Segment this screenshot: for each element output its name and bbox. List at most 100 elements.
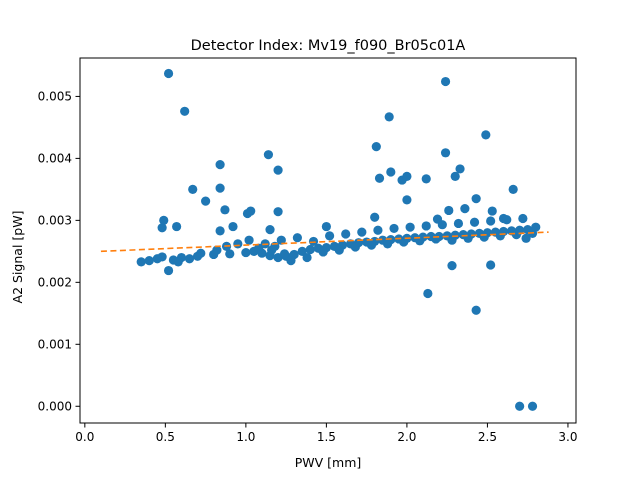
data-point: [431, 234, 441, 244]
data-point: [486, 216, 496, 226]
data-point: [276, 235, 286, 245]
data-point: [184, 254, 195, 264]
data-point: [370, 212, 380, 222]
data-point: [423, 288, 433, 299]
data-point: [447, 235, 457, 245]
y-tick-label: 0.005: [38, 90, 72, 104]
data-point: [386, 167, 396, 177]
data-point: [321, 221, 331, 232]
data-point: [384, 112, 394, 122]
data-point: [196, 248, 206, 258]
data-point: [455, 164, 465, 174]
data-point: [527, 401, 538, 411]
data-point: [157, 223, 167, 233]
data-point: [371, 142, 381, 152]
data-point: [325, 231, 335, 241]
data-point: [163, 68, 174, 79]
data-point: [440, 148, 451, 158]
plot-frame: [79, 57, 577, 424]
data-point: [399, 237, 409, 247]
data-point: [481, 130, 491, 140]
y-axis-label: A2 Signal [pW]: [10, 211, 25, 304]
data-point: [531, 222, 541, 232]
data-point: [502, 215, 512, 225]
data-point: [265, 225, 275, 235]
data-point: [471, 305, 481, 315]
data-point: [212, 245, 222, 255]
y-tick-label: 0.001: [38, 338, 72, 352]
x-axis-label: PWV [mm]: [295, 455, 362, 470]
data-point: [389, 223, 399, 234]
data-point: [241, 247, 251, 258]
data-point: [244, 235, 254, 245]
data-point: [279, 249, 290, 259]
data-layer: [100, 68, 549, 411]
y-tick-label: 0.000: [38, 400, 72, 414]
data-point: [486, 260, 496, 270]
data-point: [201, 196, 211, 206]
data-point: [292, 233, 302, 243]
data-point: [402, 171, 412, 181]
x-tick-label: 1.0: [236, 430, 255, 444]
data-point: [515, 401, 525, 411]
data-point: [471, 194, 481, 204]
data-point: [228, 221, 238, 232]
data-point: [246, 206, 256, 216]
x-tick-label: 3.0: [558, 430, 577, 444]
data-point: [172, 221, 182, 232]
data-point: [421, 174, 431, 184]
data-point: [495, 231, 505, 241]
x-tick-label: 0.5: [156, 430, 175, 444]
data-point: [273, 207, 283, 217]
data-point: [334, 245, 344, 255]
data-point: [460, 203, 470, 214]
data-point: [382, 239, 393, 249]
data-point: [440, 76, 451, 87]
data-point: [366, 240, 377, 250]
data-point: [254, 243, 264, 253]
fit-line: [100, 231, 549, 253]
y-tick-label: 0.004: [38, 152, 72, 166]
data-point: [444, 205, 454, 216]
data-point: [373, 225, 383, 235]
data-point: [215, 159, 225, 170]
data-point: [405, 222, 415, 232]
data-point: [225, 249, 235, 259]
data-point: [215, 183, 225, 193]
data-point: [450, 171, 460, 181]
x-axis: 0.0 0.5 1.0 1.5 2.0 2.5 3.0: [75, 423, 577, 444]
data-point: [188, 184, 198, 194]
data-point: [402, 195, 412, 205]
data-point: [136, 257, 146, 267]
data-point: [350, 242, 360, 252]
data-point: [357, 227, 367, 237]
data-point: [286, 256, 296, 266]
data-point: [159, 215, 169, 225]
data-point: [479, 232, 489, 242]
x-tick-label: 1.5: [317, 430, 336, 444]
data-point: [163, 265, 174, 276]
data-point: [305, 244, 315, 255]
data-point: [318, 247, 328, 257]
data-point: [267, 245, 277, 255]
y-tick-label: 0.002: [38, 276, 72, 290]
data-point: [487, 206, 497, 216]
data-point: [220, 205, 230, 215]
plot-area: [79, 57, 577, 424]
data-point: [508, 184, 518, 194]
data-point: [263, 150, 274, 160]
x-tick-label: 0.0: [75, 430, 94, 444]
data-point: [273, 165, 283, 175]
data-point: [180, 106, 190, 116]
x-tick-label: 2.0: [397, 430, 416, 444]
data-point: [215, 226, 225, 236]
data-point: [469, 217, 480, 227]
data-point: [521, 233, 531, 243]
data-point: [518, 213, 528, 224]
data-point: [447, 261, 457, 271]
data-point: [437, 220, 447, 230]
data-point: [511, 230, 522, 240]
data-point: [144, 256, 154, 266]
